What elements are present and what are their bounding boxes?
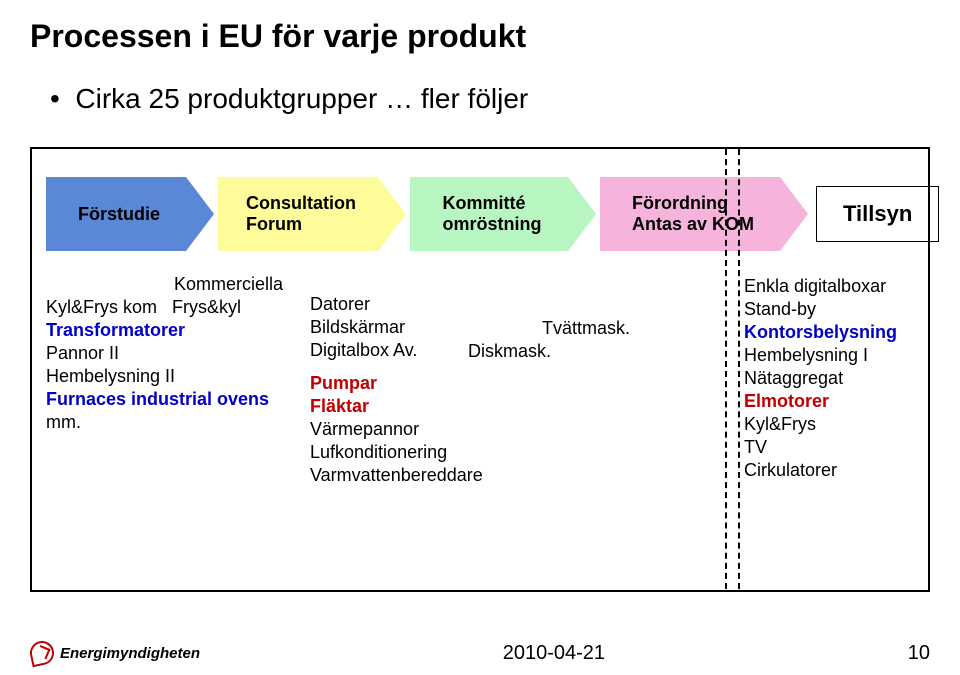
col4-kylfrys: Kyl&Frys	[744, 413, 934, 436]
col4: Enkla digitalboxar Stand-by Kontorsbelys…	[744, 275, 934, 482]
process-arrow-0: Förstudie	[46, 177, 214, 251]
col4-nataggregat: Nätaggregat	[744, 367, 934, 390]
dashed-line-1	[725, 149, 727, 589]
columns: Kommerciella Kyl&Frys kom Frys&kyl Trans…	[32, 271, 928, 561]
col1-mm: mm.	[46, 411, 306, 434]
bullet: •	[50, 83, 60, 114]
col2-datorer: Datorer	[310, 293, 540, 316]
logo: Energimyndigheten	[30, 641, 200, 665]
logo-icon	[28, 639, 56, 667]
dashed-line-2	[738, 149, 740, 589]
arrow-label: Consultation Forum	[218, 177, 378, 251]
col4-enkla: Enkla digitalboxar	[744, 275, 934, 298]
process-arrow-1: Consultation Forum	[218, 177, 406, 251]
arrow-label: Förstudie	[46, 177, 186, 251]
col2-varmepannor: Värmepannor	[310, 418, 540, 441]
arrow-head-icon	[780, 177, 808, 251]
process-arrow-3: Förordning Antas av KOM	[600, 177, 808, 251]
col3-tvattmask: Tvättmask.	[542, 317, 712, 340]
col1-hembel: Hembelysning II	[46, 365, 306, 388]
col2-lufkond: Lufkonditionering	[310, 441, 540, 464]
page-number: 10	[908, 642, 930, 665]
col2-varmvatten: Varmvattenbereddare	[310, 464, 540, 487]
col2-pumpar: Pumpar	[310, 372, 540, 395]
col1-furnaces: Furnaces industrial ovens	[46, 388, 306, 411]
col4-cirkulatorer: Cirkulatorer	[744, 459, 934, 482]
col4-hembel: Hembelysning I	[744, 344, 934, 367]
col4-elmotorer: Elmotorer	[744, 390, 934, 413]
process-arrow-2: Kommitté omröstning	[410, 177, 596, 251]
arrow-head-icon	[186, 177, 214, 251]
arrow-row: Förstudie Consultation Forum Kommitté omrö…	[32, 149, 928, 251]
col2-flaktar: Fläktar	[310, 395, 540, 418]
footer: Energimyndigheten 2010-04-21 10	[30, 641, 930, 665]
col4-tv: TV	[744, 436, 934, 459]
col1-kylfrys: Kyl&Frys kom	[46, 297, 157, 317]
page-title: Processen i EU för varje produkt	[0, 0, 960, 55]
col4-kontors: Kontorsbelysning	[744, 321, 934, 344]
subtitle: • Cirka 25 produktgrupper … fler följer	[0, 55, 960, 115]
arrow-label: Förordning Antas av KOM	[600, 177, 780, 251]
col1-fryskyl: Frys&kyl	[172, 297, 241, 317]
col3: Tvättmask. Diskmask.	[468, 317, 638, 363]
col1-transformatorer: Transformatorer	[46, 319, 306, 342]
footer-date: 2010-04-21	[503, 642, 605, 665]
tillsyn-box: Tillsyn	[816, 186, 939, 242]
arrow-head-icon	[568, 177, 596, 251]
arrow-label: Kommitté omröstning	[410, 177, 568, 251]
process-diagram: Förstudie Consultation Forum Kommitté omrö…	[30, 147, 930, 592]
col1: Kommerciella Kyl&Frys kom Frys&kyl Trans…	[46, 273, 306, 434]
arrow-head-icon	[378, 177, 406, 251]
col3-diskmask: Diskmask.	[468, 340, 638, 363]
col1-pannor: Pannor II	[46, 342, 306, 365]
col4-standby: Stand-by	[744, 298, 934, 321]
subtitle-text: Cirka 25 produktgrupper … fler följer	[75, 83, 528, 114]
logo-text: Energimyndigheten	[60, 645, 200, 662]
